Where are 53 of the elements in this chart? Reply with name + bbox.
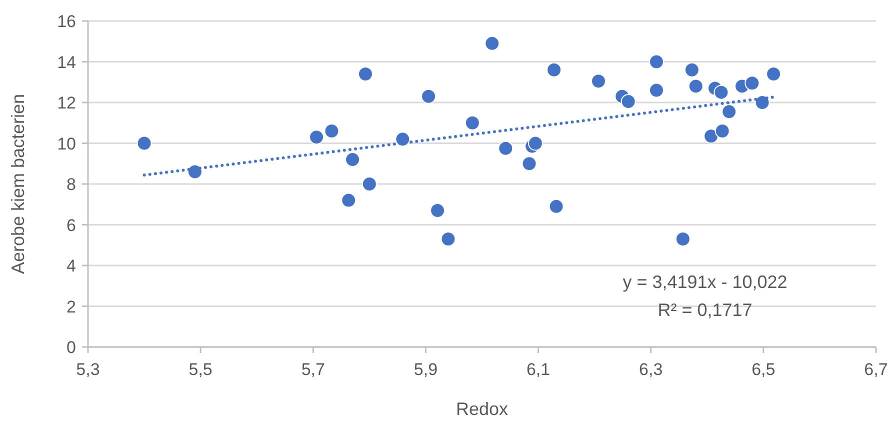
y-tick-label: 16 — [57, 12, 76, 31]
y-tick-label: 4 — [66, 256, 76, 276]
point — [309, 130, 324, 145]
point — [498, 140, 514, 156]
point — [591, 74, 606, 89]
x-tick-label: 5,9 — [414, 360, 438, 379]
annotation: y = 3,4191x - 10,022 — [622, 272, 788, 292]
point — [766, 66, 782, 82]
point — [358, 66, 373, 82]
y-tick-label: 8 — [66, 175, 76, 194]
point — [704, 128, 719, 144]
point — [324, 124, 340, 139]
point — [714, 124, 730, 139]
point — [754, 95, 770, 110]
x-tick-label: 5,5 — [188, 360, 212, 379]
point — [648, 54, 664, 70]
point — [362, 176, 377, 192]
point — [395, 132, 410, 147]
x-tick-label: 5,7 — [301, 360, 325, 379]
point — [714, 84, 729, 100]
point — [620, 94, 636, 109]
point — [345, 152, 360, 168]
point — [744, 76, 760, 91]
point — [522, 156, 537, 172]
y-tick-label: 2 — [66, 297, 76, 316]
point — [675, 232, 690, 247]
point — [722, 104, 737, 120]
y-tick-label: 14 — [57, 52, 76, 72]
y-tick-label: 6 — [66, 216, 76, 235]
point — [421, 88, 436, 104]
y-axis-title: Aerobe kiem bacterien — [8, 94, 28, 274]
point — [688, 78, 704, 94]
point — [548, 198, 564, 214]
point — [464, 115, 480, 130]
x-tick-label: 6,7 — [864, 360, 888, 379]
x-axis-title: Redox — [456, 399, 508, 419]
point — [484, 36, 500, 51]
point — [430, 202, 446, 218]
point — [528, 136, 543, 151]
x-tick-label: 6,3 — [639, 360, 663, 379]
x-tick-label: 6,5 — [752, 360, 776, 379]
y-tick-label: 10 — [57, 134, 76, 154]
y-tick-label: 0 — [66, 338, 76, 357]
annotation: R² = 0,1717 — [658, 300, 752, 320]
point — [648, 82, 664, 98]
x-tick-label: 5,3 — [76, 360, 100, 379]
point — [341, 192, 356, 208]
y-tick-label: 12 — [57, 94, 76, 112]
x-tick-label: 6,1 — [526, 360, 550, 379]
point — [440, 232, 456, 247]
point — [136, 136, 152, 151]
point — [546, 62, 562, 78]
point — [684, 62, 700, 78]
